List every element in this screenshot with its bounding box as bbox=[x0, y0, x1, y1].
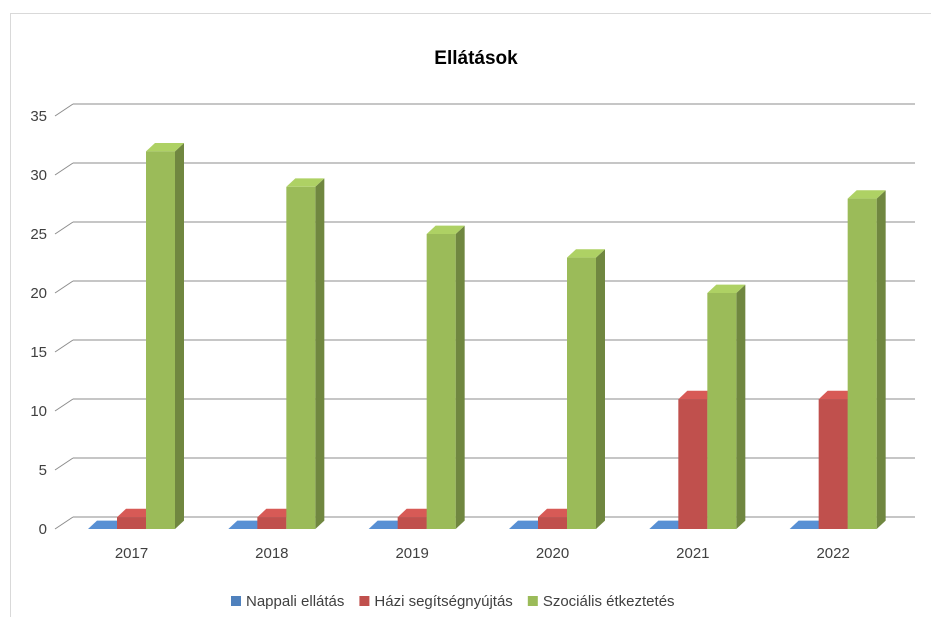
bar-top bbox=[678, 390, 717, 400]
bar bbox=[426, 225, 465, 529]
bar-front bbox=[146, 151, 175, 529]
bar-top bbox=[707, 284, 746, 293]
y-tick-label: 30 bbox=[30, 167, 47, 184]
bar-front bbox=[567, 257, 596, 529]
gridline-diagonal bbox=[54, 398, 74, 412]
bar bbox=[707, 284, 746, 529]
bar-top bbox=[368, 520, 407, 529]
y-tick-label: 35 bbox=[30, 108, 47, 125]
bar-front bbox=[847, 198, 877, 529]
bar bbox=[88, 520, 126, 529]
bar-top bbox=[117, 508, 155, 518]
bar-top bbox=[567, 249, 605, 258]
gridline-diagonal bbox=[54, 103, 74, 117]
bars bbox=[88, 143, 886, 530]
legend-swatch bbox=[359, 596, 370, 606]
legend-item: Szociális étkeztetés bbox=[527, 593, 675, 610]
bar-top bbox=[538, 508, 576, 518]
y-tick-label: 0 bbox=[39, 521, 47, 538]
bar-top bbox=[847, 190, 886, 199]
bar-front bbox=[538, 517, 567, 529]
gridline-diagonal bbox=[54, 516, 74, 530]
x-axis-ticks: 2017 2018 2019 2020 2021 2022 bbox=[115, 545, 850, 562]
gridline-diagonal bbox=[54, 457, 74, 471]
bar-top bbox=[509, 520, 547, 529]
y-tick-label: 15 bbox=[30, 344, 47, 361]
bar-front bbox=[426, 234, 456, 529]
legend-label: Szociális étkeztetés bbox=[543, 593, 675, 610]
bar-top bbox=[818, 390, 857, 400]
x-tick-label: 2020 bbox=[536, 545, 569, 562]
x-tick-label: 2021 bbox=[676, 545, 709, 562]
bar-front bbox=[818, 399, 848, 529]
bar-top bbox=[228, 520, 267, 529]
bar-front bbox=[707, 293, 737, 529]
bar-side bbox=[175, 143, 184, 529]
legend-swatch bbox=[527, 596, 538, 606]
bar bbox=[789, 520, 828, 529]
bar-front bbox=[257, 517, 287, 529]
bar-top bbox=[397, 508, 436, 518]
bar-top bbox=[146, 143, 184, 152]
bar bbox=[228, 520, 267, 529]
gridline-diagonal bbox=[54, 221, 74, 235]
y-tick-label: 5 bbox=[39, 462, 47, 479]
bar bbox=[368, 520, 407, 529]
bar-front bbox=[397, 517, 427, 529]
bar-side bbox=[596, 249, 605, 529]
bar bbox=[649, 520, 688, 529]
legend-label: Házi segítségnyújtás bbox=[374, 593, 512, 610]
y-tick-label: 25 bbox=[30, 226, 47, 243]
bar bbox=[847, 190, 886, 529]
legend-swatch bbox=[231, 596, 241, 606]
legend: Nappali ellátás Házi segítségnyújtás Szoci… bbox=[231, 593, 675, 610]
bar-top bbox=[88, 520, 126, 529]
chart-title: Ellátások bbox=[434, 48, 518, 69]
gridline-diagonal bbox=[54, 280, 74, 294]
x-tick-label: 2017 bbox=[115, 545, 148, 562]
bar bbox=[509, 520, 547, 529]
bar-top bbox=[789, 520, 828, 529]
bar-side bbox=[876, 190, 886, 529]
y-axis-ticks: 0 5 10 15 20 25 30 35 bbox=[30, 108, 47, 538]
y-tick-label: 10 bbox=[30, 403, 47, 420]
bar-top bbox=[257, 508, 296, 518]
x-tick-label: 2019 bbox=[395, 545, 428, 562]
x-tick-label: 2018 bbox=[255, 545, 288, 562]
gridlines bbox=[54, 103, 915, 530]
bar bbox=[567, 249, 605, 529]
bar-side bbox=[736, 284, 746, 529]
bar-front bbox=[286, 186, 316, 530]
bar-front bbox=[678, 399, 708, 529]
chart-frame bbox=[10, 13, 931, 617]
bar-top bbox=[286, 178, 325, 187]
legend-label: Nappali ellátás bbox=[246, 593, 344, 610]
legend-item: Házi segítségnyújtás bbox=[359, 593, 513, 610]
gridline-diagonal bbox=[54, 339, 74, 353]
legend-item: Nappali ellátás bbox=[231, 593, 344, 610]
bar bbox=[146, 143, 184, 529]
bar bbox=[286, 178, 325, 530]
bar-side bbox=[455, 225, 465, 529]
bar-top bbox=[426, 225, 465, 234]
bar-top bbox=[649, 520, 688, 529]
gridline-diagonal bbox=[54, 162, 74, 176]
x-tick-label: 2022 bbox=[816, 545, 849, 562]
bar-side bbox=[315, 178, 325, 529]
y-tick-label: 20 bbox=[30, 285, 47, 302]
bar-front bbox=[117, 517, 146, 529]
